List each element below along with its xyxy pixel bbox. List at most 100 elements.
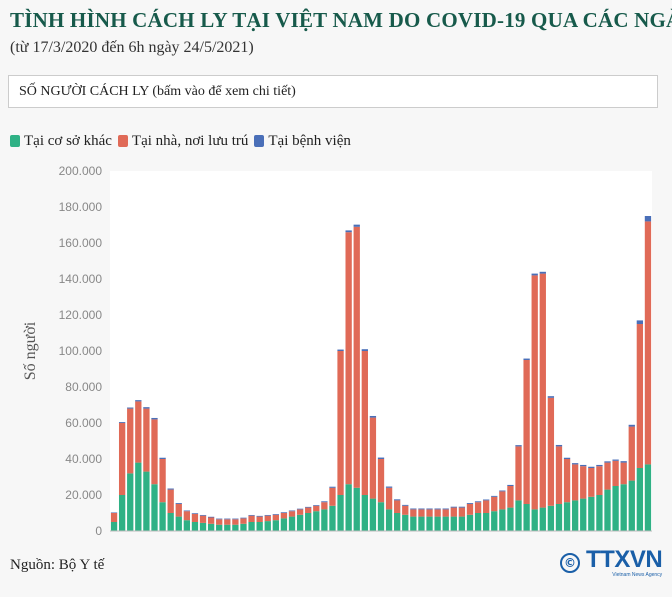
bar-segment-series-2[interactable] — [143, 407, 150, 409]
bar-segment-series-2[interactable] — [636, 320, 644, 324]
bar-segment-series-0[interactable] — [216, 524, 223, 531]
bar-segment-series-0[interactable] — [296, 514, 304, 531]
bar-segment-series-2[interactable] — [547, 396, 555, 398]
bar-segment-series-2[interactable] — [571, 463, 579, 465]
bar-segment-series-0[interactable] — [199, 522, 207, 531]
bar-segment-series-2[interactable] — [110, 512, 118, 513]
bar-segment-series-1[interactable] — [394, 500, 401, 513]
bar-segment-series-2[interactable] — [604, 461, 611, 463]
bar-segment-series-0[interactable] — [385, 509, 393, 531]
bar-segment-series-0[interactable] — [418, 516, 425, 531]
bar-segment-series-2[interactable] — [531, 273, 538, 276]
bar-segment-series-1[interactable] — [321, 502, 328, 510]
bar-segment-series-2[interactable] — [151, 417, 158, 420]
bar-segment-series-2[interactable] — [555, 444, 563, 447]
bar-segment-series-0[interactable] — [167, 513, 174, 531]
bar-segment-series-2[interactable] — [127, 407, 134, 409]
bar-segment-series-2[interactable] — [329, 486, 336, 488]
bar-segment-series-1[interactable] — [118, 423, 126, 495]
bar-segment-series-0[interactable] — [232, 524, 239, 531]
bar-segment-series-2[interactable] — [288, 510, 296, 512]
bar-segment-series-0[interactable] — [434, 516, 441, 531]
bar-segment-series-2[interactable] — [620, 461, 627, 463]
bar-segment-series-1[interactable] — [418, 509, 425, 517]
bar-segment-series-0[interactable] — [159, 502, 166, 531]
bar-segment-series-1[interactable] — [264, 515, 271, 522]
bar-segment-series-2[interactable] — [418, 508, 425, 510]
bar-segment-series-2[interactable] — [450, 506, 457, 508]
bar-segment-series-2[interactable] — [183, 510, 191, 512]
bar-segment-series-2[interactable] — [353, 224, 360, 227]
bar-segment-series-2[interactable] — [385, 486, 393, 488]
bar-segment-series-1[interactable] — [434, 509, 441, 517]
bar-segment-series-1[interactable] — [256, 516, 263, 522]
bar-segment-series-1[interactable] — [483, 500, 490, 513]
bar-segment-series-2[interactable] — [491, 495, 498, 497]
bar-segment-series-2[interactable] — [612, 459, 619, 461]
bar-segment-series-0[interactable] — [555, 504, 563, 531]
bar-segment-series-2[interactable] — [483, 499, 490, 501]
metric-selector[interactable]: SỐ NGƯỜI CÁCH LY (bấm vào để xem chi tiế… — [8, 75, 658, 108]
bar-segment-series-1[interactable] — [491, 496, 498, 512]
bar-segment-series-1[interactable] — [232, 519, 239, 525]
bar-segment-series-0[interactable] — [474, 513, 482, 531]
bar-segment-series-0[interactable] — [353, 487, 360, 531]
bar-segment-series-0[interactable] — [151, 484, 158, 531]
bar-segment-series-0[interactable] — [612, 486, 619, 531]
bar-segment-series-1[interactable] — [515, 446, 522, 501]
bar-segment-series-1[interactable] — [337, 351, 344, 495]
bar-segment-series-0[interactable] — [337, 495, 344, 531]
bar-segment-series-0[interactable] — [369, 498, 377, 531]
bar-segment-series-0[interactable] — [394, 513, 401, 531]
bar-segment-series-1[interactable] — [224, 519, 231, 525]
bar-segment-series-2[interactable] — [563, 457, 571, 459]
bar-segment-series-2[interactable] — [523, 358, 530, 360]
bar-segment-series-1[interactable] — [313, 505, 320, 512]
bar-segment-series-2[interactable] — [361, 349, 368, 351]
bar-segment-series-2[interactable] — [167, 488, 174, 490]
bar-segment-series-1[interactable] — [596, 466, 603, 495]
bar-segment-series-2[interactable] — [159, 457, 166, 459]
bar-segment-series-0[interactable] — [571, 500, 579, 531]
bar-segment-series-2[interactable] — [256, 515, 263, 517]
bar-segment-series-1[interactable] — [442, 509, 449, 517]
bar-segment-series-0[interactable] — [644, 464, 652, 531]
bar-segment-series-1[interactable] — [345, 232, 352, 485]
bar-segment-series-2[interactable] — [232, 518, 239, 520]
bar-segment-series-0[interactable] — [175, 516, 182, 531]
bar-segment-series-1[interactable] — [288, 511, 296, 517]
bar-segment-series-1[interactable] — [644, 221, 652, 465]
bar-segment-series-2[interactable] — [321, 501, 328, 503]
bar-segment-series-2[interactable] — [191, 513, 199, 514]
bar-segment-series-0[interactable] — [280, 518, 288, 531]
bar-segment-series-0[interactable] — [604, 489, 611, 531]
bar-segment-series-2[interactable] — [402, 504, 409, 506]
bar-segment-series-0[interactable] — [224, 524, 231, 531]
bar-segment-series-2[interactable] — [305, 506, 312, 508]
bar-segment-series-1[interactable] — [571, 464, 579, 501]
bar-segment-series-1[interactable] — [636, 324, 644, 468]
bar-segment-series-2[interactable] — [369, 415, 377, 418]
bar-segment-series-1[interactable] — [588, 468, 595, 497]
bar-segment-series-2[interactable] — [539, 271, 546, 274]
bar-segment-series-1[interactable] — [159, 459, 166, 503]
legend-item-hospital[interactable]: Tại bệnh viện — [254, 133, 351, 150]
bar-segment-series-2[interactable] — [264, 514, 271, 516]
bar-segment-series-1[interactable] — [167, 489, 174, 513]
bar-segment-series-1[interactable] — [151, 419, 158, 485]
bar-segment-series-1[interactable] — [612, 460, 619, 486]
bar-segment-series-0[interactable] — [563, 502, 571, 531]
bar-segment-series-0[interactable] — [507, 507, 514, 531]
bar-segment-series-1[interactable] — [410, 509, 417, 517]
bar-segment-series-1[interactable] — [216, 519, 223, 525]
bar-segment-series-2[interactable] — [507, 484, 514, 486]
bar-segment-series-0[interactable] — [442, 516, 449, 531]
bar-segment-series-0[interactable] — [135, 462, 142, 531]
bar-segment-series-2[interactable] — [224, 518, 231, 520]
bar-segment-series-1[interactable] — [296, 509, 304, 515]
bar-segment-series-0[interactable] — [596, 495, 603, 531]
bar-segment-series-0[interactable] — [426, 516, 433, 531]
bar-segment-series-2[interactable] — [394, 499, 401, 501]
bar-segment-series-1[interactable] — [531, 275, 538, 510]
bar-segment-series-1[interactable] — [547, 397, 555, 506]
